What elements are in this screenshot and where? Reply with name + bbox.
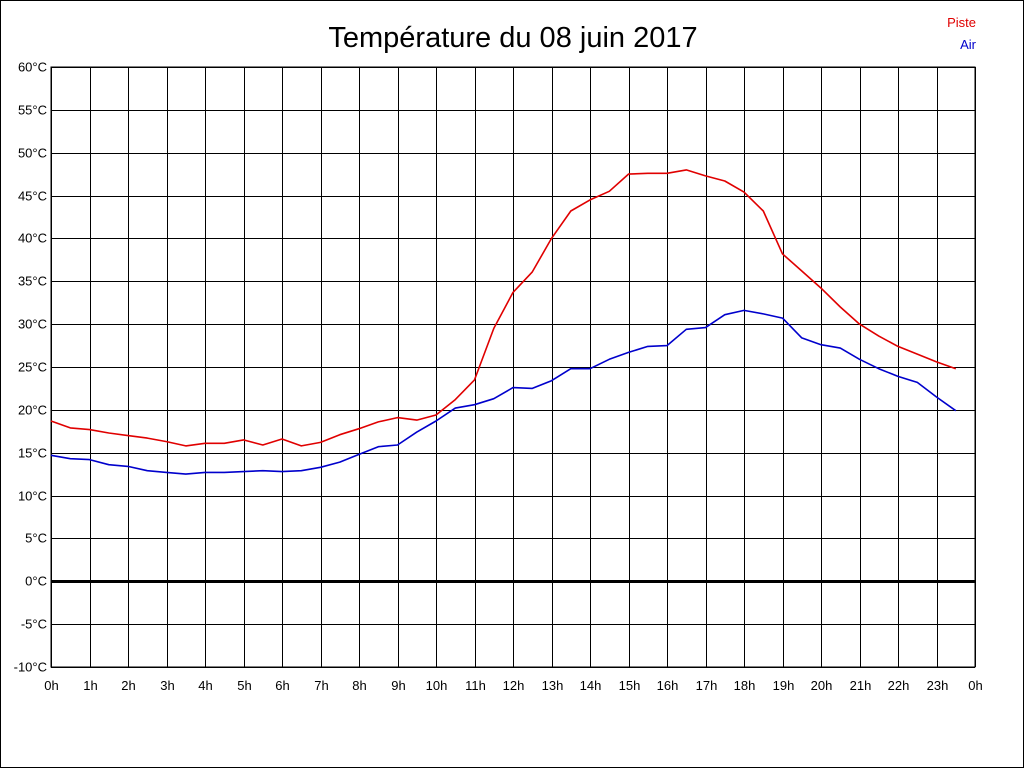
y-tick-label: 55°C: [18, 103, 47, 118]
x-tick-label: 19h: [773, 678, 795, 693]
x-tick-label: 0h: [968, 678, 982, 693]
series-line-piste: [50, 169, 957, 447]
legend-entry-piste: Piste: [947, 15, 976, 30]
y-tick-label: 0°C: [25, 574, 47, 589]
grid: [50, 66, 976, 668]
series-line-air: [50, 309, 957, 475]
x-tick-label: 17h: [696, 678, 718, 693]
y-tick-label: 5°C: [25, 531, 47, 546]
y-tick-label: 10°C: [18, 489, 47, 504]
series-lines: [50, 169, 957, 475]
x-tick-label: 2h: [121, 678, 135, 693]
x-tick-label: 12h: [503, 678, 525, 693]
x-tick-label: 8h: [352, 678, 366, 693]
x-tick-label: 23h: [927, 678, 949, 693]
legend: Piste Air: [947, 15, 977, 52]
x-tick-label: 14h: [580, 678, 602, 693]
x-tick-label: 13h: [542, 678, 564, 693]
x-tick-label: 3h: [160, 678, 174, 693]
x-tick-label: 9h: [391, 678, 405, 693]
y-tick-label: 40°C: [18, 231, 47, 246]
x-tick-label: 1h: [83, 678, 97, 693]
x-tick-label: 18h: [734, 678, 756, 693]
y-tick-label: 35°C: [18, 274, 47, 289]
x-tick-label: 7h: [314, 678, 328, 693]
x-tick-label: 20h: [811, 678, 833, 693]
x-tick-label: 6h: [275, 678, 289, 693]
x-tick-label: 16h: [657, 678, 679, 693]
x-tick-label: 4h: [198, 678, 212, 693]
legend-entry-air: Air: [960, 37, 977, 52]
x-tick-label: 15h: [619, 678, 641, 693]
y-tick-label: 45°C: [18, 189, 47, 204]
x-tick-labels: 0h 1h 2h 3h 4h 5h 6h 7h 8h 9h 10h 11h 12h 13h 14h 15h 16…: [44, 678, 982, 693]
y-tick-label: 60°C: [18, 60, 47, 75]
y-tick-label: -10°C: [14, 660, 47, 675]
y-tick-label: 25°C: [18, 360, 47, 375]
y-tick-label: 15°C: [18, 446, 47, 461]
x-tick-label: 0h: [44, 678, 58, 693]
x-tick-label: 10h: [426, 678, 448, 693]
x-tick-label: 22h: [888, 678, 910, 693]
y-tick-labels: -10°C -5°C 0°C 5°C 10°C 15°C 20°C 25°C 30°C 35°C 4…: [14, 60, 47, 675]
x-tick-label: 21h: [850, 678, 872, 693]
y-tick-label: 30°C: [18, 317, 47, 332]
y-tick-label: 50°C: [18, 146, 47, 161]
y-tick-label: -5°C: [21, 617, 47, 632]
y-tick-label: 20°C: [18, 403, 47, 418]
x-tick-label: 5h: [237, 678, 251, 693]
x-tick-label: 11h: [465, 678, 486, 693]
chart-title: Température du 08 juin 2017: [328, 22, 697, 54]
